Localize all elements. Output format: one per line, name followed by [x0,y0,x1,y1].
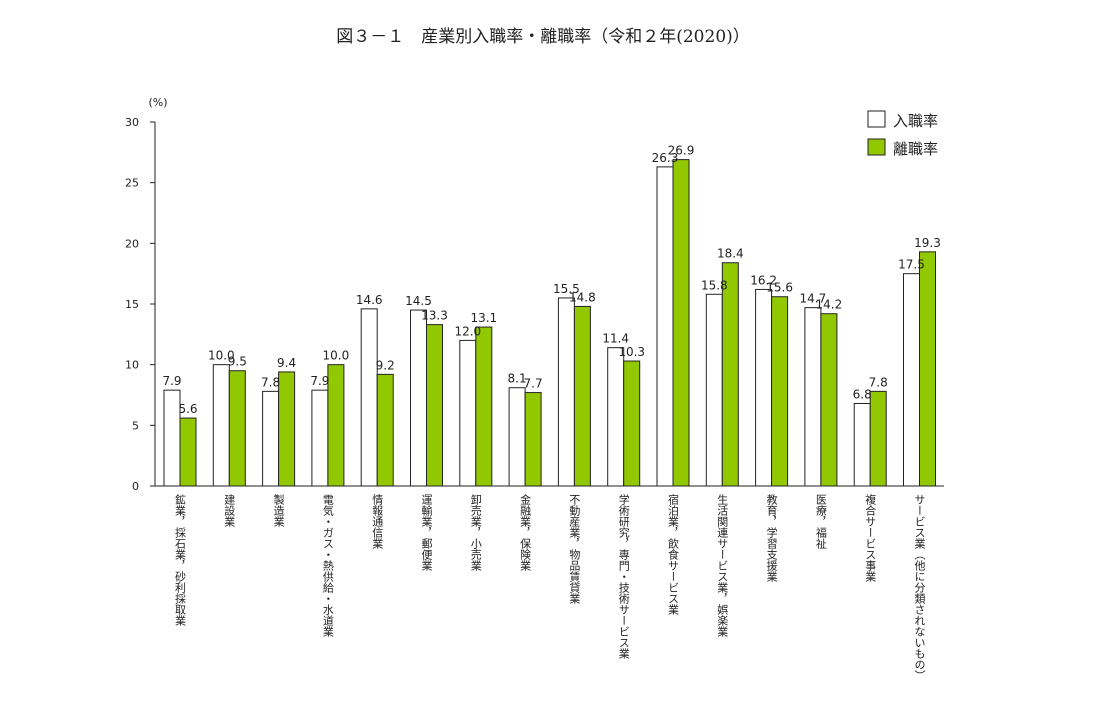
y-tick-label: 0 [132,480,139,493]
category-label: 複合サービス事業 [864,493,877,582]
data-label-hire-rate: 7.8 [261,375,280,389]
data-label-hire-rate: 6.8 [853,387,872,401]
bar-hire-rate [755,288,773,487]
data-label-hire-rate: 12.0 [454,324,481,338]
bar-separation-rate [820,313,838,487]
bar-separation-rate [278,371,296,487]
bar-hire-rate [853,402,871,487]
category-label: 運輸業，郵便業 [420,494,433,571]
data-label-separation-rate: 15.6 [766,281,793,295]
bar-hire-rate [557,297,575,487]
bar-hire-rate [656,166,674,487]
bar-separation-rate [869,390,887,487]
y-tick-label: 20 [125,237,139,250]
y-tick-label: 30 [125,116,139,129]
bar-separation-rate [426,324,443,487]
category-label: 不動産業，物品賃貸業 [568,494,581,604]
category-label: 生活関連サービス業，娯楽業 [716,493,729,637]
bar-hire-rate [705,293,723,487]
category-label: 製造業 [272,493,285,527]
bar-separation-rate [475,326,493,487]
category-label: 建設業 [223,493,236,527]
y-tick-label: 15 [125,298,139,311]
category-label: 医療，福祉 [814,494,827,550]
category-label: 学術研究，専門・技術サービス業 [617,493,630,659]
data-label-separation-rate: 13.3 [421,309,448,323]
data-label-separation-rate: 14.8 [569,290,596,304]
bar-separation-rate [919,251,936,487]
chart-title: 図３－１ 産業別入職率・離職率（令和２年(2020)） [336,27,750,47]
category-label: 宿泊業，飲食サービス業 [667,493,680,615]
bar-separation-rate [524,392,542,487]
bars [163,159,936,487]
y-axis-unit: (%) [148,96,167,109]
bar-hire-rate [607,347,625,487]
bar-separation-rate [623,360,641,487]
data-label-separation-rate: 18.4 [717,247,744,261]
y-axis-ticks: 0 5 10 15 20 25 30 [125,116,155,493]
data-label-hire-rate: 11.4 [602,332,629,346]
legend-label-separation: 離職率 [893,140,938,158]
data-label-hire-rate: 7.9 [162,374,181,388]
data-label-hire-rate: 14.6 [356,293,383,307]
data-label-hire-rate: 10.0 [208,349,235,363]
legend-swatch-separation [867,138,886,156]
data-label-hire-rate: 15.8 [701,278,728,292]
bar-separation-rate [228,370,246,487]
category-label: 教育，学習支援業 [765,494,778,582]
category-label: 鉱業，採石業，砂利採取業 [174,493,187,626]
data-label-hire-rate: 15.5 [553,282,580,296]
data-label-hire-rate: 14.5 [405,294,432,308]
bar-hire-rate [311,389,329,487]
bar-separation-rate [573,305,591,487]
legend-swatch-hire [867,110,886,128]
data-label-separation-rate: 7.7 [524,377,543,391]
y-tick-label: 25 [125,177,139,190]
data-label-hire-rate: 16.2 [750,273,777,287]
data-label-separation-rate: 9.4 [277,356,296,370]
data-label-separation-rate: 10.3 [618,345,645,359]
category-label: 金融業，保険業 [519,493,532,571]
category-label: 卸売業，小売業 [469,493,482,571]
data-label-separation-rate: 9.5 [228,355,247,369]
category-label: サービス業（他に分類されないもの） [913,494,926,681]
data-label-hire-rate: 14.7 [800,292,827,306]
data-label-hire-rate: 7.9 [310,374,329,388]
data-label-separation-rate: 5.6 [178,402,197,416]
bar-separation-rate [721,262,739,487]
data-label-separation-rate: 13.1 [470,311,497,325]
bar-separation-rate [376,373,394,487]
bar-separation-rate [327,364,345,487]
bar-hire-rate [459,339,477,487]
legend-label-hire: 入職率 [893,112,938,130]
data-label-hire-rate: 26.3 [652,151,679,165]
data-labels: 7.95.610.09.57.89.47.910.014.69.214.513.… [162,144,940,416]
data-label-separation-rate: 19.3 [914,236,941,250]
bar-hire-rate [508,387,526,487]
bar-hire-rate [804,307,822,487]
data-label-separation-rate: 10.0 [323,349,350,363]
category-label: 情報通信業 [371,494,384,549]
bar-separation-rate [672,159,690,487]
data-label-hire-rate: 8.1 [508,372,527,386]
category-label: 電気・ガス・熱供給・水道業 [321,494,334,637]
data-label-separation-rate: 14.2 [816,298,843,312]
bar-hire-rate [360,308,378,487]
bar-hire-rate [410,309,427,487]
data-label-hire-rate: 17.5 [898,258,925,272]
category-labels: 鉱業，採石業，砂利採取業 建設業 製造業 電気・ガス・熱供給・水道業 情報通信業 運輸業，… [174,493,927,681]
bar-hire-rate [903,273,920,487]
bar-hire-rate [212,364,230,487]
bar-separation-rate [771,296,789,487]
y-tick-label: 10 [125,359,139,372]
bar-hire-rate [262,390,280,487]
y-tick-label: 5 [132,419,139,432]
bar-separation-rate [179,417,197,487]
data-label-separation-rate: 7.8 [869,375,888,389]
data-label-separation-rate: 26.9 [668,144,695,158]
legend: 入職率 離職率 [867,110,938,158]
data-label-separation-rate: 9.2 [376,358,395,372]
